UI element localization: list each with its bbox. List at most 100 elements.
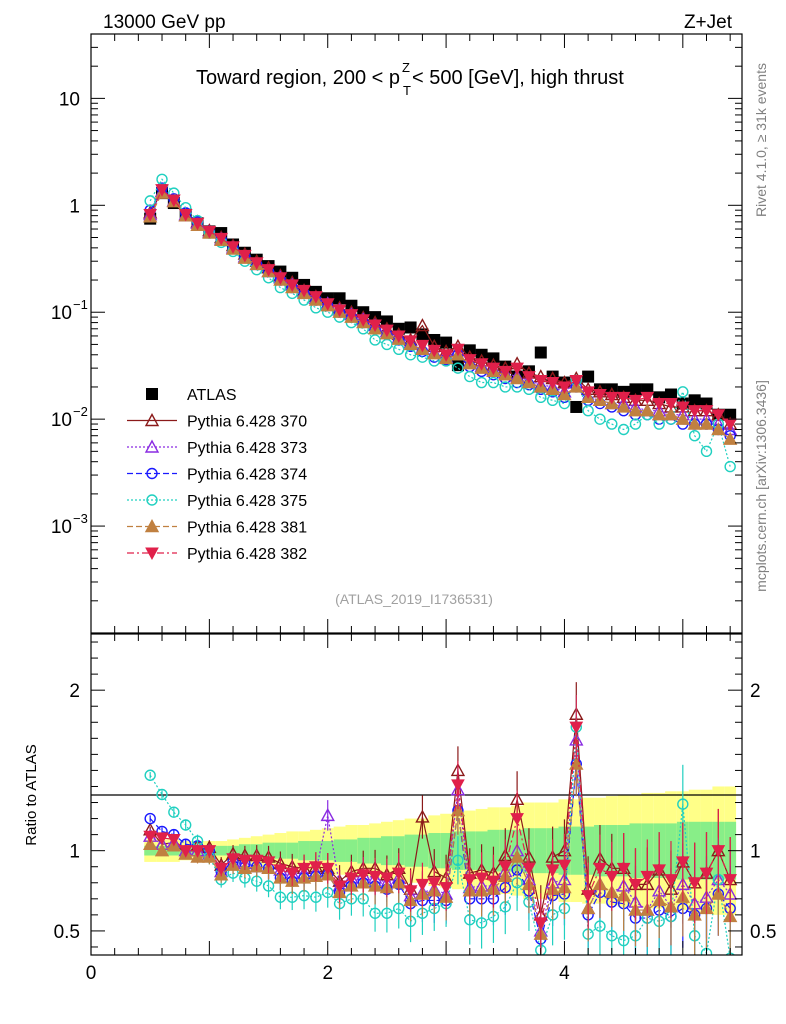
legend-label: Pythia 6.428 375 — [187, 493, 307, 510]
data-point — [475, 376, 488, 389]
ratio-point — [498, 861, 513, 874]
data-point — [415, 339, 430, 353]
ratio-point — [545, 864, 560, 877]
data-point — [381, 338, 393, 351]
band-inner-bin — [144, 845, 157, 856]
data-point — [238, 249, 252, 263]
ratio-point — [190, 845, 205, 858]
data-point — [320, 298, 335, 311]
data-point — [664, 398, 678, 411]
ratio-point — [249, 854, 264, 868]
ratio-point — [628, 878, 643, 892]
ratio-point — [143, 830, 158, 844]
data-point — [391, 330, 406, 343]
ratio-y-tick-label-right: 1 — [750, 842, 761, 863]
data-point — [724, 408, 737, 421]
data-point — [144, 195, 156, 207]
data-point — [616, 391, 631, 405]
y-tick-label: 10 — [51, 517, 72, 538]
ratio-point — [214, 862, 229, 876]
data-point — [499, 381, 511, 393]
data-point — [724, 460, 736, 473]
ratio-point — [593, 862, 607, 876]
rivet-version-label: Rivet 4.1.0, ≥ 31k events — [753, 63, 769, 217]
data-point — [652, 398, 666, 411]
data-point — [570, 400, 583, 413]
ratio-point — [154, 843, 170, 857]
y-tick-label-exponent: −3 — [73, 511, 88, 526]
ratio-point — [474, 872, 489, 886]
data-point — [606, 418, 618, 430]
data-point — [202, 225, 217, 239]
data-point — [190, 217, 205, 231]
data-point — [545, 377, 560, 390]
ratio-point — [369, 907, 381, 919]
data-point — [285, 279, 300, 292]
data-point — [439, 349, 453, 362]
data-point — [722, 431, 738, 445]
data-point — [582, 370, 595, 383]
ratio-point — [156, 788, 168, 801]
legend-item: Pythia 6.428 373 — [127, 439, 307, 457]
ratio-point — [168, 806, 180, 818]
data-point — [178, 209, 193, 222]
ratio-point — [616, 862, 631, 876]
data-point — [167, 194, 181, 208]
ratio-point — [462, 874, 477, 887]
analysis-id-label: (ATLAS_2019_I1736531) — [335, 591, 493, 607]
data-point — [368, 319, 382, 333]
data-point — [332, 304, 347, 318]
legend-item: Pythia 6.428 382 — [127, 546, 307, 563]
data-point — [581, 386, 595, 399]
x-tick-label: 2 — [322, 963, 333, 984]
data-point — [462, 354, 477, 367]
data-point — [675, 401, 690, 415]
main-panel-series — [143, 173, 738, 473]
legend-label: Pythia 6.428 381 — [187, 520, 307, 537]
ratio-point — [439, 882, 453, 895]
ratio-point — [167, 833, 181, 847]
data-point — [640, 391, 655, 405]
data-point — [687, 405, 702, 418]
series-382 — [143, 184, 738, 432]
band-inner-bin — [286, 842, 299, 859]
legend-marker — [144, 413, 160, 427]
data-point — [415, 318, 430, 332]
data-point — [640, 403, 655, 417]
band-inner-bin — [298, 841, 310, 861]
ratio-point — [451, 779, 465, 792]
data-point — [403, 335, 418, 348]
data-point — [509, 371, 525, 385]
title-suffix: < 500 [GeV], high thrust — [412, 67, 624, 89]
data-point — [498, 365, 513, 379]
data-point — [451, 343, 465, 357]
legend-marker — [144, 439, 160, 453]
legend-label: Pythia 6.428 370 — [187, 414, 307, 431]
ratio-point — [711, 886, 726, 900]
legend-label: ATLAS — [187, 387, 237, 404]
ratio-point — [297, 862, 311, 876]
ratio-point — [533, 917, 548, 930]
data-point — [155, 184, 169, 197]
data-point — [333, 292, 346, 305]
series-atlas — [144, 187, 737, 421]
ratio-point — [510, 813, 524, 826]
band-inner-bin — [274, 842, 287, 859]
data-point — [464, 370, 476, 383]
ratio-point — [380, 872, 394, 886]
ratio-point — [310, 891, 322, 903]
ratio-panel-series — [143, 682, 738, 955]
data-point — [628, 394, 643, 408]
y-tick-label: 1 — [69, 196, 80, 217]
data-point — [273, 272, 288, 285]
y-tick-label: 10 — [51, 410, 72, 431]
data-point — [617, 423, 630, 436]
ratio-point — [144, 812, 156, 825]
ratio-point — [273, 864, 288, 877]
data-point — [534, 346, 547, 359]
ratio-point — [344, 872, 359, 886]
ratio-point — [415, 878, 430, 892]
band-inner-bin — [534, 828, 547, 874]
ratio-point — [202, 845, 217, 858]
energy-label: 13000 GeV pp — [103, 12, 226, 33]
